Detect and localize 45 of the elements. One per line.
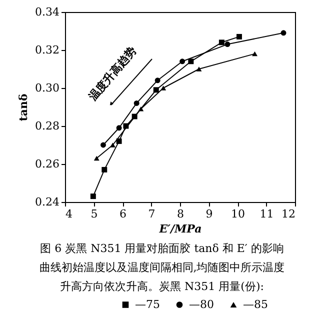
point <box>188 58 194 64</box>
point <box>102 166 108 172</box>
y-tick-label: 0.32 <box>35 44 60 56</box>
y-tick-label: 0.26 <box>35 158 60 170</box>
point <box>180 58 186 64</box>
x-tick-label: 12 <box>282 208 296 220</box>
point <box>123 123 129 129</box>
x-tick-label: 11 <box>260 208 274 220</box>
x-tick-label: 4 <box>66 208 72 220</box>
point <box>236 34 242 40</box>
point <box>196 66 202 72</box>
point <box>280 30 286 36</box>
x-tick-label: 5 <box>90 208 98 220</box>
legend-label: —75 <box>135 298 160 311</box>
point <box>160 86 166 90</box>
point <box>134 100 140 106</box>
x-tick-label: 9 <box>206 208 213 220</box>
legend-label: —85 <box>243 298 268 311</box>
annotation: 温度升高趋势 <box>86 44 139 104</box>
point <box>116 125 122 131</box>
text: 升高方向依次升高。炭黑 N351 用量(份): <box>60 280 264 293</box>
point <box>154 78 160 84</box>
point <box>94 156 100 161</box>
point <box>252 51 258 56</box>
y-tick-label: 0.30 <box>35 82 60 94</box>
point <box>100 142 106 148</box>
text: 图 6 炭黑 N351 用量对胎面胶 tanδ 和 E′ 的影响 <box>40 242 284 255</box>
x-tick-label: 8 <box>177 208 184 220</box>
y-tick-label: 0.28 <box>35 120 60 132</box>
point <box>218 40 224 46</box>
legend-label: —80 <box>189 298 214 311</box>
point <box>153 87 159 93</box>
text: 曲线初始温度以及温度间隔相同,均随图中所示温度 <box>39 261 285 274</box>
x-tick-label: 10 <box>231 208 245 220</box>
y-axis-title: tanδ <box>17 94 30 122</box>
x-axis-title: E′/MPa <box>158 222 202 236</box>
point <box>132 114 138 120</box>
x-tick-label: 6 <box>120 208 126 220</box>
point <box>224 42 230 48</box>
y-tick-label: 0.24 <box>35 196 60 208</box>
point <box>116 138 122 144</box>
y-tick-label: 0.34 <box>35 6 60 18</box>
point <box>138 106 144 112</box>
point <box>90 194 96 200</box>
x-tick-label: 7 <box>148 208 156 220</box>
